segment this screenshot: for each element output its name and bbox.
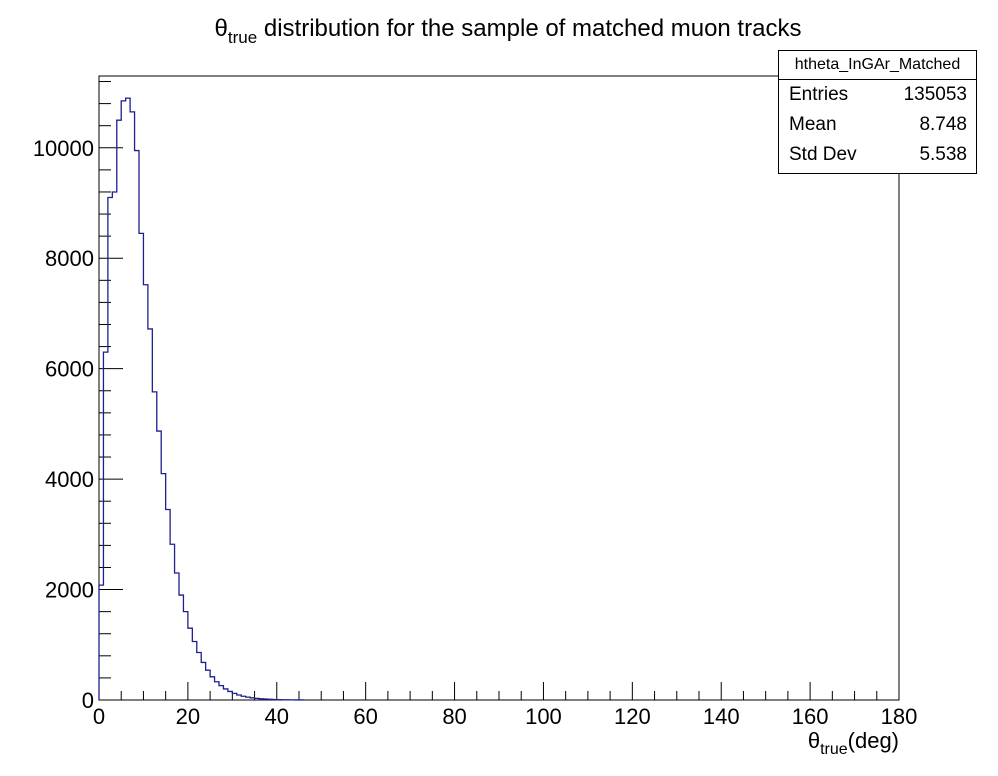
x-tick-label: 0	[93, 704, 105, 729]
y-tick-label: 0	[82, 688, 94, 713]
x-tick-label: 40	[265, 704, 289, 729]
stats-std-label: Std Dev	[789, 144, 857, 165]
chart-title-symbol: θ	[215, 15, 228, 42]
x-tick-label: 60	[353, 704, 377, 729]
x-tick-label: 120	[614, 704, 651, 729]
x-axis-label: θtrue(deg)	[808, 728, 899, 758]
x-tick-labels: 0 20 40 60 80 100 120 140 160 180	[93, 704, 917, 729]
y-tick-label: 4000	[45, 467, 94, 492]
stats-row-mean: Mean 8.748	[779, 110, 976, 140]
chart-title-rest: distribution for the sample of matched m…	[257, 15, 801, 42]
stats-mean-value: 8.748	[919, 114, 967, 135]
y-tick-label: 8000	[45, 246, 94, 271]
x-tick-label: 140	[703, 704, 740, 729]
tick-marks	[98, 81, 900, 701]
x-tick-label: 20	[176, 704, 200, 729]
stats-box: htheta_InGAr_Matched Entries 135053 Mean…	[778, 50, 977, 174]
x-tick-label: 100	[525, 704, 562, 729]
stats-entries-label: Entries	[789, 84, 849, 105]
stats-std-value: 5.538	[919, 144, 967, 165]
stats-entries-value: 135053	[903, 84, 967, 105]
y-tick-label: 10000	[33, 136, 94, 161]
y-tick-label: 2000	[45, 578, 94, 603]
y-tick-labels: 0 2000 4000 6000 8000 10000	[33, 136, 94, 713]
stats-histogram-name: htheta_InGAr_Matched	[779, 51, 976, 80]
stats-mean-label: Mean	[789, 114, 837, 135]
x-tick-label: 160	[792, 704, 829, 729]
stats-row-std: Std Dev 5.538	[779, 140, 976, 170]
x-tick-label: 80	[442, 704, 466, 729]
y-tick-label: 6000	[45, 357, 94, 382]
x-axis-label-subscript: true	[820, 741, 848, 758]
x-axis-label-rest: (deg)	[848, 728, 899, 753]
x-axis-label-symbol: θ	[808, 728, 820, 753]
x-tick-label: 180	[881, 704, 918, 729]
chart-title: θtrue distribution for the sample of mat…	[215, 15, 802, 47]
chart-title-subscript: true	[228, 28, 257, 47]
histogram-series-line	[98, 97, 305, 701]
stats-row-entries: Entries 135053	[779, 80, 976, 110]
